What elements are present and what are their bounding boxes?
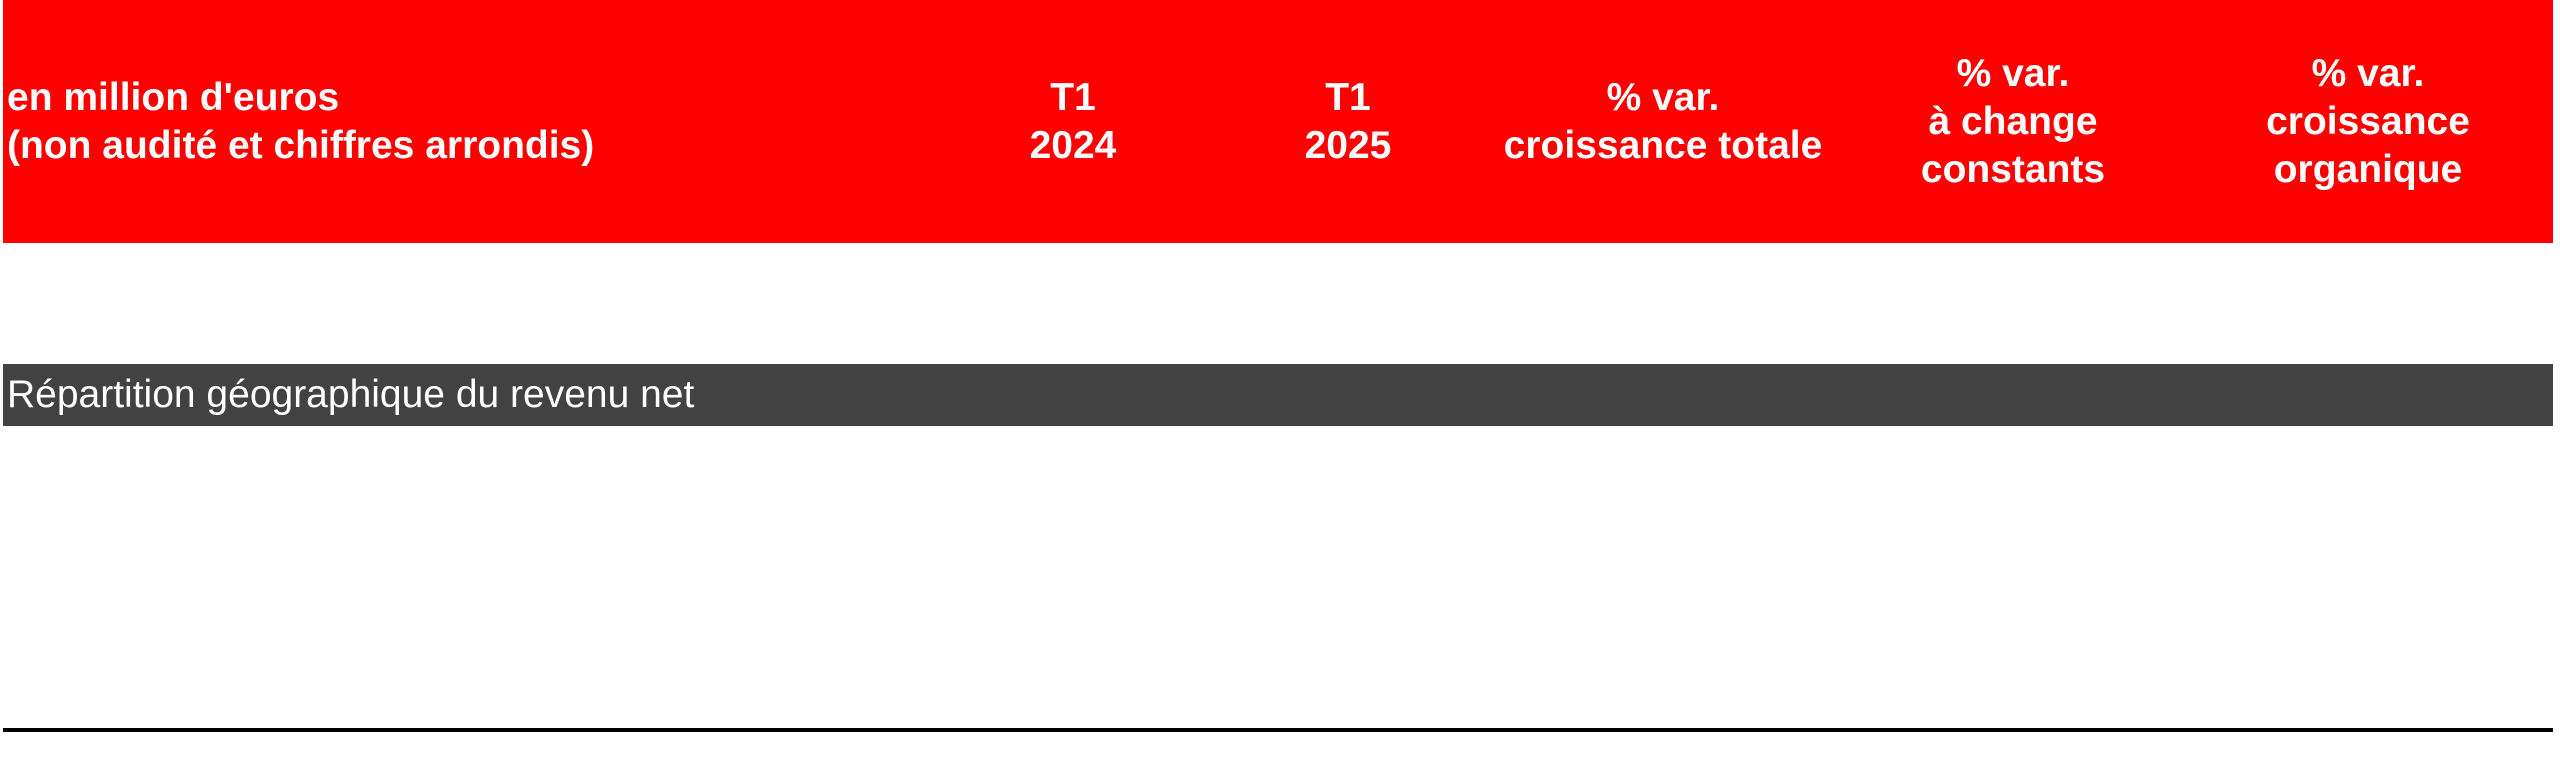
column-header-q1-2024: T1 2024 <box>923 0 1223 243</box>
header-label-cell: en million d'euros (non audité et chiffr… <box>7 0 907 243</box>
units-note: (non audité et chiffres arrondis) <box>7 123 595 167</box>
column-header-line: 2024 <box>1029 123 1117 167</box>
column-header-line: 2025 <box>1304 123 1392 167</box>
column-header-line: % var. <box>1956 51 2070 95</box>
table-bottom-rule <box>3 728 2553 732</box>
column-header-organic-growth: % var. croissance organique <box>2218 0 2518 243</box>
column-header-total-growth: % var. croissance totale <box>1468 0 1858 243</box>
units-label: en million d'euros <box>7 75 340 119</box>
column-header-line: croissance <box>2266 99 2470 143</box>
table-header: en million d'euros (non audité et chiffr… <box>3 0 2553 243</box>
column-header-constant-currency: % var. à change constants <box>1863 0 2163 243</box>
column-header-line: croissance totale <box>1503 123 1823 167</box>
column-header-line: T1 <box>1050 75 1096 119</box>
column-header-line: organique <box>2273 147 2463 191</box>
section-title: Répartition géographique du revenu net <box>7 373 695 416</box>
column-header-q1-2025: T1 2025 <box>1198 0 1498 243</box>
column-header-line: à change <box>1928 99 2098 143</box>
column-header-line: % var. <box>2311 51 2425 95</box>
column-header-line: T1 <box>1325 75 1371 119</box>
column-header-line: % var. <box>1606 75 1720 119</box>
column-header-line: constants <box>1920 147 2106 191</box>
section-header-bar: Répartition géographique du revenu net <box>3 364 2553 426</box>
